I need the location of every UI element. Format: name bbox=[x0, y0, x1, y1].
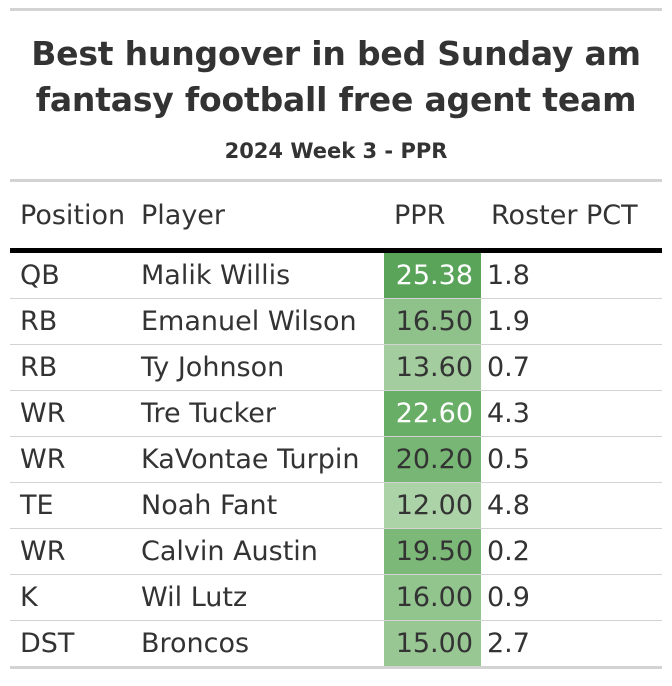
cell-position: TE bbox=[10, 482, 131, 529]
cell-roster-pct: 0.7 bbox=[481, 344, 662, 391]
subtitle-divider bbox=[10, 179, 662, 182]
cell-player: Emanuel Wilson bbox=[131, 298, 384, 345]
title-line-2: fantasy football free agent team bbox=[35, 80, 637, 119]
column-header-ppr: PPR bbox=[384, 182, 481, 253]
cell-ppr: 12.00 bbox=[384, 482, 481, 529]
table-row: TE Noah Fant 12.00 4.8 bbox=[10, 482, 662, 529]
cell-player: Tre Tucker bbox=[131, 390, 384, 437]
title-line-1: Best hungover in bed Sunday am bbox=[31, 34, 641, 73]
top-divider bbox=[10, 8, 662, 11]
table-container: Best hungover in bed Sunday am fantasy f… bbox=[10, 8, 662, 669]
cell-player: KaVontae Turpin bbox=[131, 436, 384, 483]
cell-ppr: 19.50 bbox=[384, 528, 481, 575]
table-row: DST Broncos 15.00 2.7 bbox=[10, 620, 662, 669]
cell-player: Noah Fant bbox=[131, 482, 384, 529]
cell-ppr: 16.50 bbox=[384, 298, 481, 345]
table-row: QB Malik Willis 25.38 1.8 bbox=[10, 250, 662, 299]
table-title: Best hungover in bed Sunday am fantasy f… bbox=[10, 31, 662, 123]
table-row: RB Emanuel Wilson 16.50 1.9 bbox=[10, 298, 662, 345]
table-row: WR Tre Tucker 22.60 4.3 bbox=[10, 390, 662, 437]
cell-ppr: 20.20 bbox=[384, 436, 481, 483]
table-subtitle: 2024 Week 3 - PPR bbox=[224, 139, 448, 163]
header-row: Position Player PPR Roster PCT bbox=[10, 182, 662, 253]
cell-player: Wil Lutz bbox=[131, 574, 384, 621]
cell-position: RB bbox=[10, 298, 131, 345]
cell-roster-pct: 2.7 bbox=[481, 620, 662, 669]
cell-position: K bbox=[10, 574, 131, 621]
cell-player: Broncos bbox=[131, 620, 384, 669]
cell-player: Calvin Austin bbox=[131, 528, 384, 575]
cell-position: DST bbox=[10, 620, 131, 669]
cell-ppr: 16.00 bbox=[384, 574, 481, 621]
table-row: WR Calvin Austin 19.50 0.2 bbox=[10, 528, 662, 575]
cell-ppr: 13.60 bbox=[384, 344, 481, 391]
table-row: RB Ty Johnson 13.60 0.7 bbox=[10, 344, 662, 391]
cell-roster-pct: 4.3 bbox=[481, 390, 662, 437]
cell-position: RB bbox=[10, 344, 131, 391]
cell-ppr: 22.60 bbox=[384, 390, 481, 437]
column-header-player: Player bbox=[131, 182, 384, 253]
table-row: WR KaVontae Turpin 20.20 0.5 bbox=[10, 436, 662, 483]
cell-roster-pct: 4.8 bbox=[481, 482, 662, 529]
cell-roster-pct: 1.8 bbox=[481, 250, 662, 299]
cell-player: Malik Willis bbox=[131, 250, 384, 299]
column-header-position: Position bbox=[10, 182, 131, 253]
cell-ppr: 15.00 bbox=[384, 620, 481, 669]
cell-position: QB bbox=[10, 250, 131, 299]
cell-position: WR bbox=[10, 436, 131, 483]
column-header-roster-pct: Roster PCT bbox=[481, 182, 662, 253]
cell-roster-pct: 0.5 bbox=[481, 436, 662, 483]
table-row: K Wil Lutz 16.00 0.9 bbox=[10, 574, 662, 621]
cell-position: WR bbox=[10, 390, 131, 437]
cell-roster-pct: 0.9 bbox=[481, 574, 662, 621]
cell-player: Ty Johnson bbox=[131, 344, 384, 391]
cell-roster-pct: 1.9 bbox=[481, 298, 662, 345]
table-body: QB Malik Willis 25.38 1.8 RB Emanuel Wilson 16… bbox=[10, 250, 662, 669]
cell-roster-pct: 0.2 bbox=[481, 528, 662, 575]
free-agent-table: Position Player PPR Roster PCT QB Malik W… bbox=[10, 182, 662, 669]
cell-ppr: 25.38 bbox=[384, 250, 481, 299]
cell-position: WR bbox=[10, 528, 131, 575]
